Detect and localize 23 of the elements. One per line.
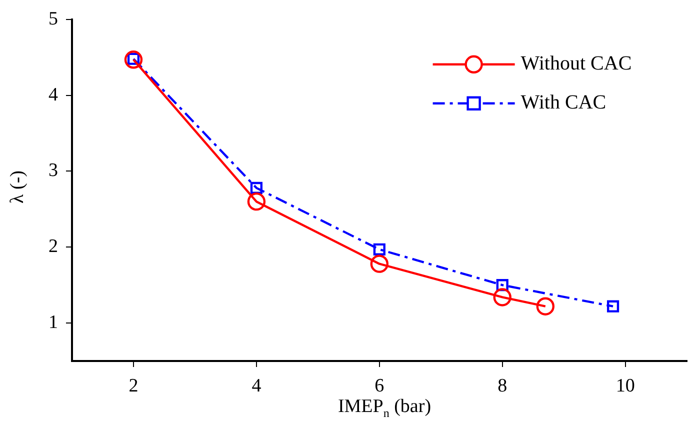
x-axis-title: IMEP$_{n}$ (bar): [336, 396, 432, 421]
x-tick-label: 8: [498, 375, 508, 396]
point: [606, 300, 620, 312]
y-axis-title: λ (-): [7, 170, 29, 204]
y-tick-label: 1: [48, 312, 58, 334]
x-tick-label: 2: [128, 375, 138, 396]
point: [124, 50, 143, 69]
y-tick-label: 4: [48, 84, 58, 106]
y-tick-label: 2: [48, 236, 58, 258]
x-tick-label: 10: [616, 375, 635, 396]
y-tick-label: 3: [48, 160, 58, 182]
x-tick-label: 4: [252, 375, 262, 396]
point: [496, 279, 508, 292]
point: [493, 288, 512, 306]
legend-label: Without CAC: [520, 52, 632, 75]
y-tick-label: 5: [48, 8, 58, 30]
point: [370, 254, 388, 273]
point: [536, 297, 554, 316]
legend-label: With CAC: [520, 92, 606, 114]
point: [247, 192, 266, 211]
point: [250, 182, 262, 194]
x-tick-label: 6: [374, 375, 384, 396]
point: [373, 243, 386, 256]
